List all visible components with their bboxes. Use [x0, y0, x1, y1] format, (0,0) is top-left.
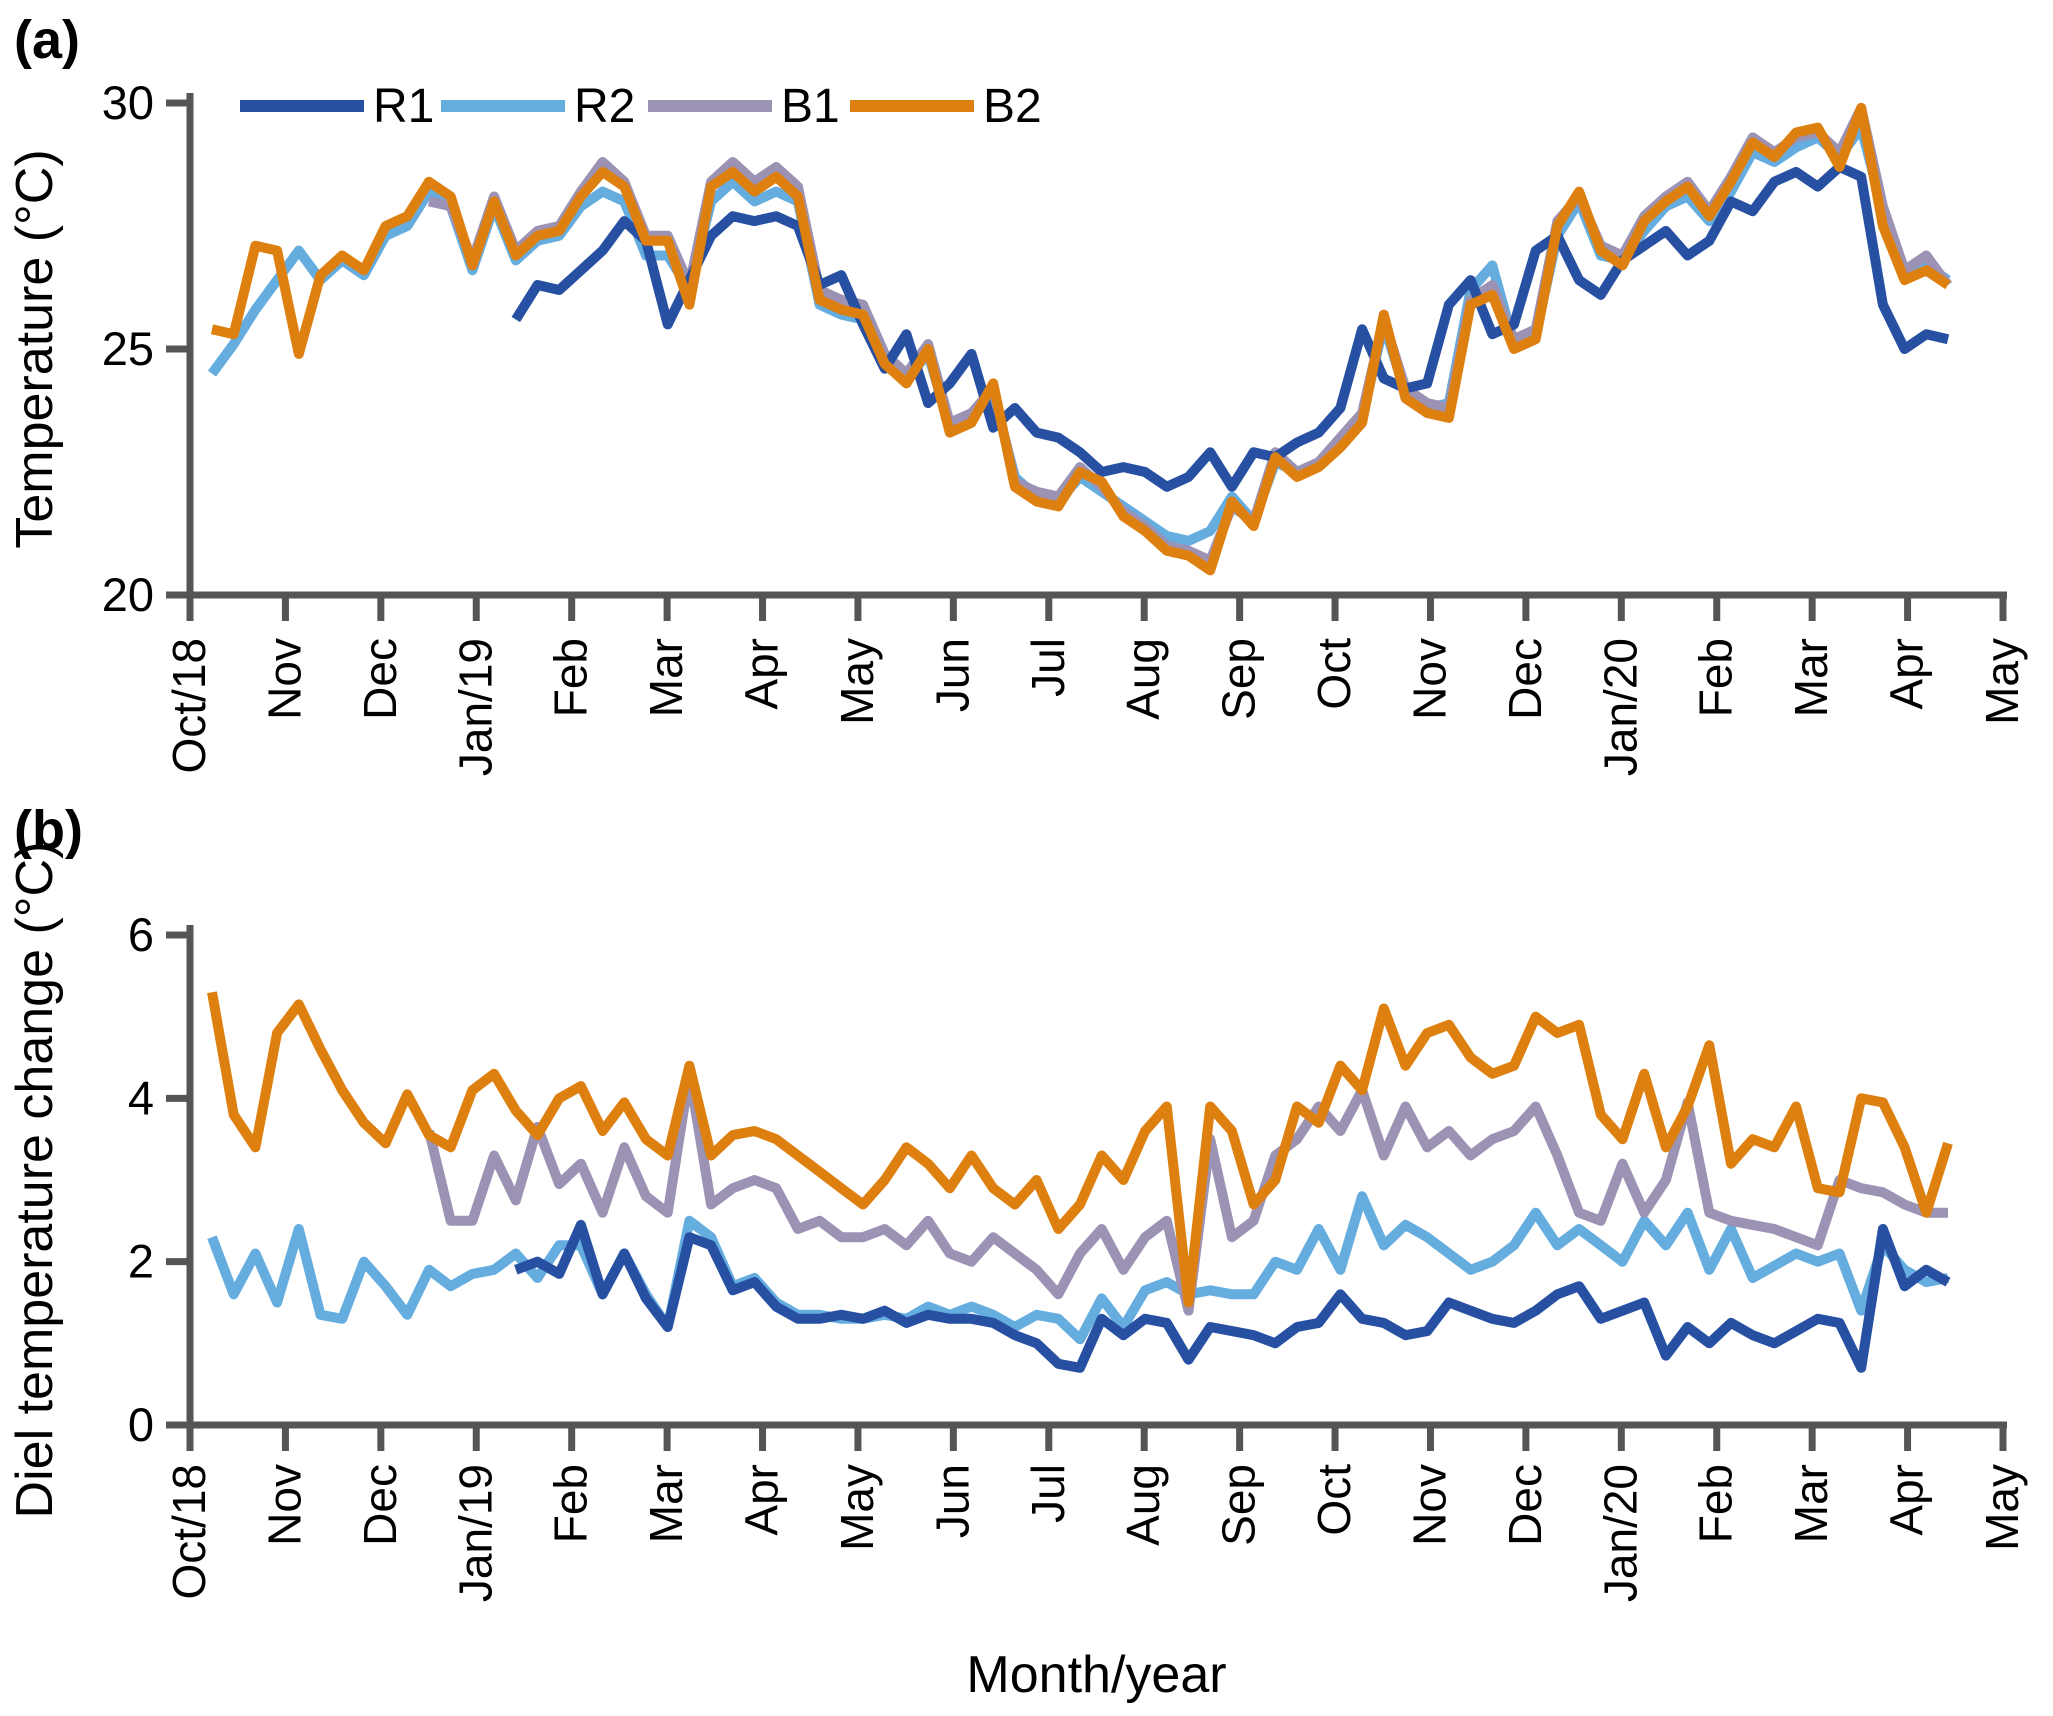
panel-a-x-tick-label: Aug	[1117, 638, 1169, 720]
legend-swatch-R2	[441, 100, 565, 112]
panel-a-x-tick-label: Jan/20	[1594, 638, 1646, 776]
panel-b-y-axis-title: Diel temperature change (°C)	[6, 842, 64, 1519]
panel-b-y-tick-label: 0	[128, 1398, 154, 1451]
panel-a-x-tick-label: Feb	[545, 638, 597, 717]
panel-b-x-tick-label: May	[1976, 1464, 2028, 1551]
legend-label-B2: B2	[983, 80, 1042, 133]
panel-b-y-tick-label: 2	[128, 1235, 154, 1288]
panel-a-x-tick-label: Jan/19	[449, 638, 501, 776]
panel-b-x-tick-label: Nov	[258, 1464, 310, 1546]
panel-b-x-tick-label: Mar	[640, 1464, 692, 1543]
panel-b-x-tick-label: Feb	[545, 1464, 597, 1543]
panel-b-x-tick-label: Jun	[926, 1464, 978, 1538]
panel-b-x-tick-label: Jan/19	[449, 1464, 501, 1602]
panel-a-y-axis-title: Temperature (°C)	[6, 149, 64, 548]
panel-a-x-tick-label: Nov	[1403, 638, 1455, 720]
panel-a-series-B2-line	[210, 102, 1951, 576]
panel-a-letter: (a)	[14, 10, 80, 70]
panel-b-x-tick-label: Dec	[354, 1464, 406, 1546]
panel-b-series-B1-line	[424, 1068, 1948, 1316]
panel-a-x-tick-label: May	[831, 638, 883, 725]
panel-a-x-tick-label: Nov	[258, 638, 310, 720]
panel-a-x-tick-label: Apr	[736, 638, 788, 710]
panel-a-y-tick-label: 20	[102, 568, 154, 621]
panel-b-x-tick-label: Feb	[1690, 1464, 1742, 1543]
panel-a-series-B1-line	[427, 102, 1953, 566]
panel-a-x-tick-label: Jun	[926, 638, 978, 712]
panel-b: 0 2 4 6 Oct/18 Nov Dec Jan/19 Feb Mar Apr May Jun Jul…	[6, 842, 2028, 1603]
panel-a-x-tick-label: May	[1976, 638, 2028, 725]
panel-a-series-R1-line	[511, 162, 1950, 492]
panel-b-x-tick-label: Oct	[1308, 1464, 1360, 1536]
legend-label-R2: R2	[574, 80, 635, 133]
panel-b-x-tick-label: Sep	[1213, 1464, 1265, 1546]
legend: R1 R2 B1 B2	[240, 80, 1042, 133]
panel-b-series-R2-line	[207, 1191, 1949, 1345]
panel-b-y-tick-label: 6	[128, 908, 154, 961]
panel-b-x-tick-label: Jul	[1022, 1464, 1074, 1523]
panel-b-series-R1-line	[514, 1219, 1951, 1373]
panel-a-x-tick-label: Jul	[1022, 638, 1074, 697]
panel-a-x-tick-label: Mar	[1785, 638, 1837, 717]
panel-a-x-tick-label: Oct	[1308, 638, 1360, 710]
panel-a-y-tick-label: 30	[102, 76, 154, 129]
panel-b-x-tick-label: Aug	[1117, 1464, 1169, 1546]
panel-b-x-tick-label: Oct/18	[163, 1464, 215, 1600]
panel-a-x-tick-label: Dec	[354, 638, 406, 720]
panel-a-x-tick-label: Oct/18	[163, 638, 215, 774]
legend-label-R1: R1	[373, 80, 434, 133]
legend-swatch-B2	[850, 100, 974, 112]
panel-b-series-B2-line	[207, 991, 1953, 1308]
panel-b-x-tick-label: Apr	[1881, 1464, 1933, 1536]
panel-b-x-tick-label: May	[831, 1464, 883, 1551]
panel-a-y-tick-label: 25	[102, 322, 154, 375]
panel-a-x-tick-label: Mar	[640, 638, 692, 717]
panel-a-x-tick-label: Dec	[1499, 638, 1551, 720]
panel-a-x-tick-label: Apr	[1881, 638, 1933, 710]
legend-swatch-R1	[240, 100, 364, 112]
panel-b-x-tick-label: Dec	[1499, 1464, 1551, 1546]
panel-a-x-tick-label: Feb	[1690, 638, 1742, 717]
panel-b-x-tick-label: Nov	[1403, 1464, 1455, 1546]
panel-b-x-tick-label: Mar	[1785, 1464, 1837, 1543]
panel-b-y-tick-label: 4	[128, 1071, 154, 1124]
panel-b-x-tick-label: Apr	[736, 1464, 788, 1536]
panel-b-letter: (b)	[14, 800, 83, 860]
legend-swatch-B1	[648, 100, 772, 112]
panel-b-x-tick-label: Jan/20	[1594, 1464, 1646, 1602]
legend-label-B1: B1	[781, 80, 840, 133]
x-axis-title: Month/year	[966, 1646, 1226, 1704]
panel-a-x-tick-label: Sep	[1213, 638, 1265, 720]
panel-a: 20 25 30 Oct/18 Nov Dec Jan/19 Feb Mar Apr May Jun J…	[6, 76, 2028, 776]
